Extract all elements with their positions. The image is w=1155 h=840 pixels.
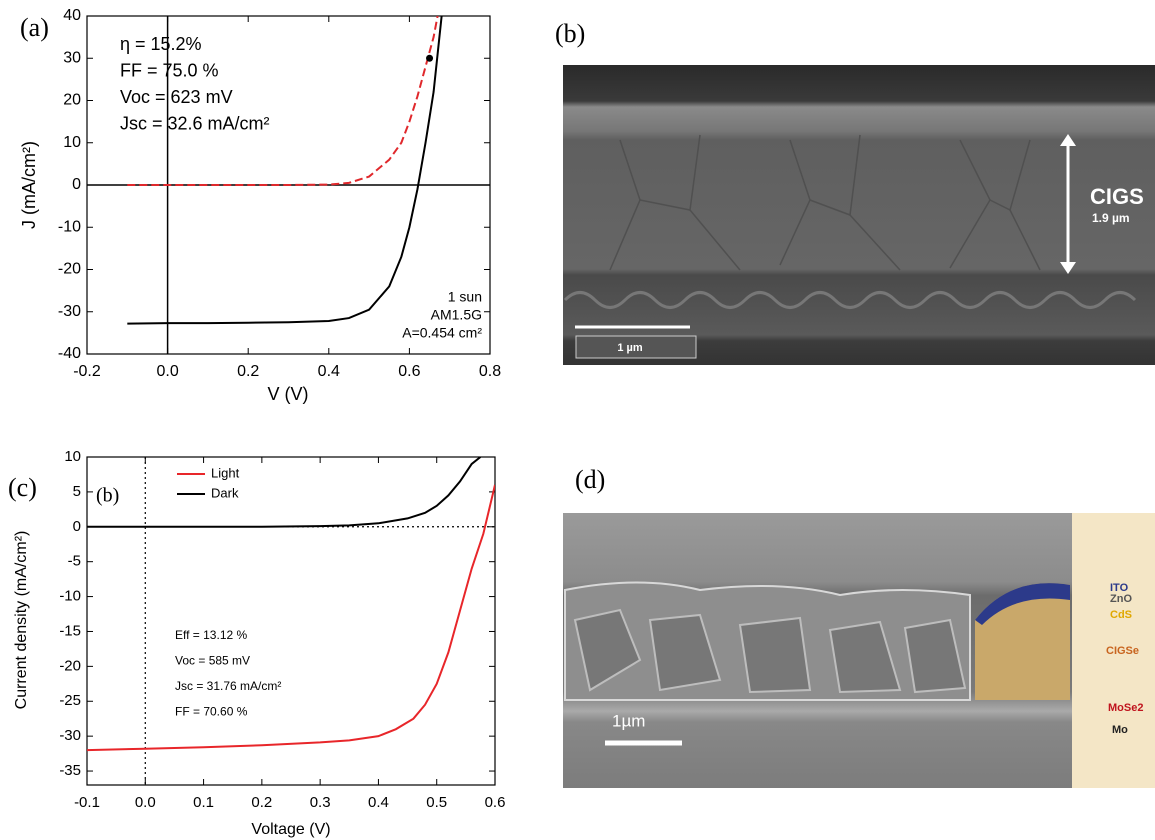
sem-image-b: 1 µm CIGS 1.9 µm (b)	[555, 19, 1155, 365]
condition: A=0.454 cm²	[402, 325, 482, 341]
layer-label: CIGS	[1090, 184, 1144, 209]
y-tick-label: 20	[63, 92, 81, 109]
x-tick-label: -0.2	[73, 363, 101, 380]
layer-label: MoSe2	[1108, 702, 1143, 714]
chart: -0.1 0.0 0.1 0.2 0.3 0.4 0.5 0.6 -35 -30 -25 -20 -15…	[8, 448, 505, 838]
x-tick-label: -0.1	[74, 794, 100, 811]
annotation: Jsc = 32.6 mA/cm²	[120, 113, 270, 133]
y-tick-label: 30	[63, 49, 81, 66]
panel-label: (b)	[555, 19, 585, 48]
thickness-label: 1.9 µm	[1092, 211, 1130, 225]
x-tick-label: 0.2	[251, 794, 272, 811]
layer-label: ZnO	[1110, 593, 1132, 605]
y-tick-label: -30	[59, 727, 81, 744]
annotation: Voc = 585 mV	[175, 654, 250, 668]
y-tick-label: 0	[73, 518, 81, 535]
y-tick-label: -15	[59, 622, 81, 639]
plot-frame	[87, 457, 495, 785]
y-axis-label: J (mA/cm²)	[19, 141, 39, 229]
x-tick-label: 0.5	[426, 794, 447, 811]
sem-image-d: 1µm ITO ZnO CdS CIGSe MoSe2 Mo (d)	[563, 465, 1155, 788]
annotation: Jsc = 31.76 mA/cm²	[175, 679, 281, 693]
x-tick-label: 0.4	[368, 794, 389, 811]
annotation: FF = 70.60 %	[175, 705, 248, 719]
point-marker	[426, 55, 433, 62]
x-tick-label: 0.1	[193, 794, 214, 811]
annotation: η = 15.2%	[120, 34, 202, 54]
series-line	[87, 485, 495, 750]
y-tick-label: 40	[63, 7, 81, 24]
y-tick-label: -5	[68, 553, 81, 570]
y-axis-label: Current density (mA/cm²)	[13, 531, 30, 710]
y-tick-label: -30	[58, 303, 81, 320]
condition: 1 sun	[448, 289, 482, 305]
figure: 1 µm CIGS 1.9 µm (b) 1µm ITO ZnO CdS CIG…	[0, 0, 1155, 840]
annotation: Voc = 623 mV	[120, 87, 233, 107]
y-tick-label: -10	[58, 218, 81, 235]
annotation: FF = 75.0 %	[120, 60, 219, 80]
y-tick-label: 5	[73, 483, 81, 500]
x-tick-label: 0.8	[479, 363, 501, 380]
y-tick-label: 10	[64, 448, 81, 465]
series-line	[87, 457, 480, 527]
condition: AM1.5G	[431, 307, 482, 323]
chart: -0.2 0.0 0.2 0.4 0.6 0.8 -40 -30 -20 -10 0 10 20 30 40…	[19, 7, 501, 404]
x-axis-label: Voltage (V)	[251, 821, 330, 838]
x-tick-label: 0.0	[135, 794, 156, 811]
scale-label: 1 µm	[617, 342, 643, 354]
y-tick-label: -35	[59, 762, 81, 779]
x-tick-label: 0.0	[156, 363, 178, 380]
x-tick-label: 0.2	[237, 363, 259, 380]
scale-label: 1µm	[612, 711, 645, 730]
y-tick-label: -25	[59, 692, 81, 709]
legend-label: Dark	[211, 485, 239, 500]
inner-label: (b)	[96, 485, 119, 507]
plot-area	[87, 457, 495, 750]
x-tick-label: 0.3	[310, 794, 331, 811]
y-tick-label: 10	[63, 134, 81, 151]
y-tick-label: -10	[59, 588, 81, 605]
annotation: Eff = 13.12 %	[175, 628, 247, 642]
panel-label: (a)	[20, 13, 49, 42]
y-tick-label: -20	[58, 261, 81, 278]
layer-label: Mo	[1112, 724, 1128, 736]
y-tick-label: -40	[58, 345, 81, 362]
x-tick-label: 0.4	[318, 363, 340, 380]
legend-label: Light	[211, 465, 240, 480]
y-tick-label: -20	[59, 657, 81, 674]
x-tick-label: 0.6	[485, 794, 506, 811]
panel-label: (d)	[575, 465, 605, 494]
sem-background	[563, 65, 1155, 365]
y-tick-label: 0	[72, 176, 81, 193]
x-axis-label: V (V)	[267, 384, 308, 404]
layer-label: CIGSe	[1106, 645, 1139, 657]
panel-label: (c)	[8, 473, 37, 502]
x-tick-label: 0.6	[398, 363, 420, 380]
layer-label: CdS	[1110, 609, 1132, 621]
